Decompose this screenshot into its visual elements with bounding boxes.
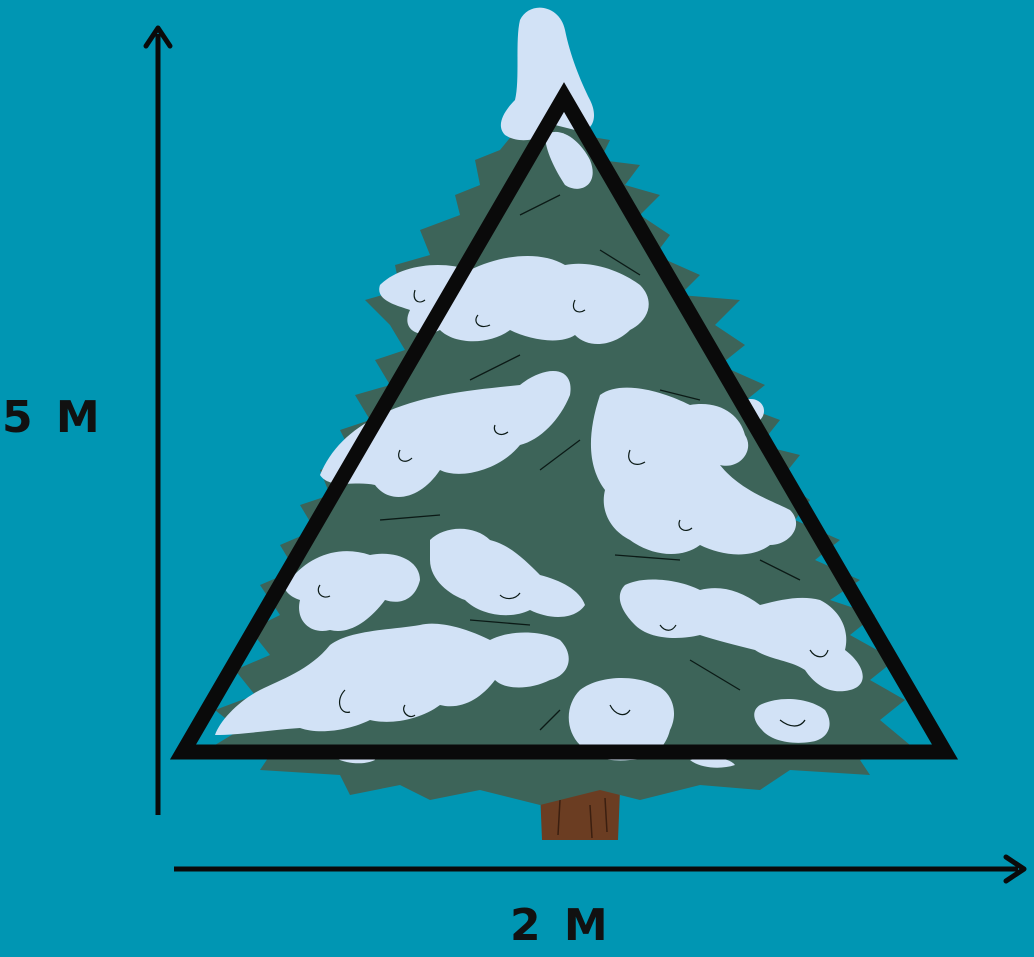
tree-trunk xyxy=(540,790,620,840)
vertical-arrow-icon xyxy=(143,25,173,815)
triangle-outline-icon xyxy=(169,82,959,760)
width-label: 2 M xyxy=(510,900,612,951)
height-label: 5 M xyxy=(2,392,104,443)
snow-detail-lines xyxy=(317,289,829,727)
horizontal-arrow-icon xyxy=(174,854,1027,884)
tree-snow xyxy=(215,7,863,768)
